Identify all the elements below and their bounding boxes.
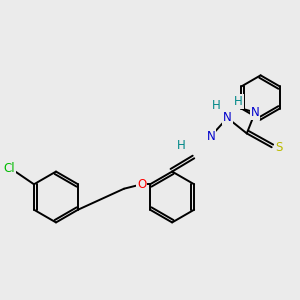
Text: H: H xyxy=(212,99,221,112)
Text: H: H xyxy=(177,139,186,152)
Text: S: S xyxy=(275,141,283,154)
Text: Cl: Cl xyxy=(3,162,15,175)
Text: N: N xyxy=(206,130,215,143)
Text: N: N xyxy=(251,106,260,119)
Text: H: H xyxy=(234,95,243,108)
Text: O: O xyxy=(137,178,146,191)
Text: N: N xyxy=(223,111,232,124)
